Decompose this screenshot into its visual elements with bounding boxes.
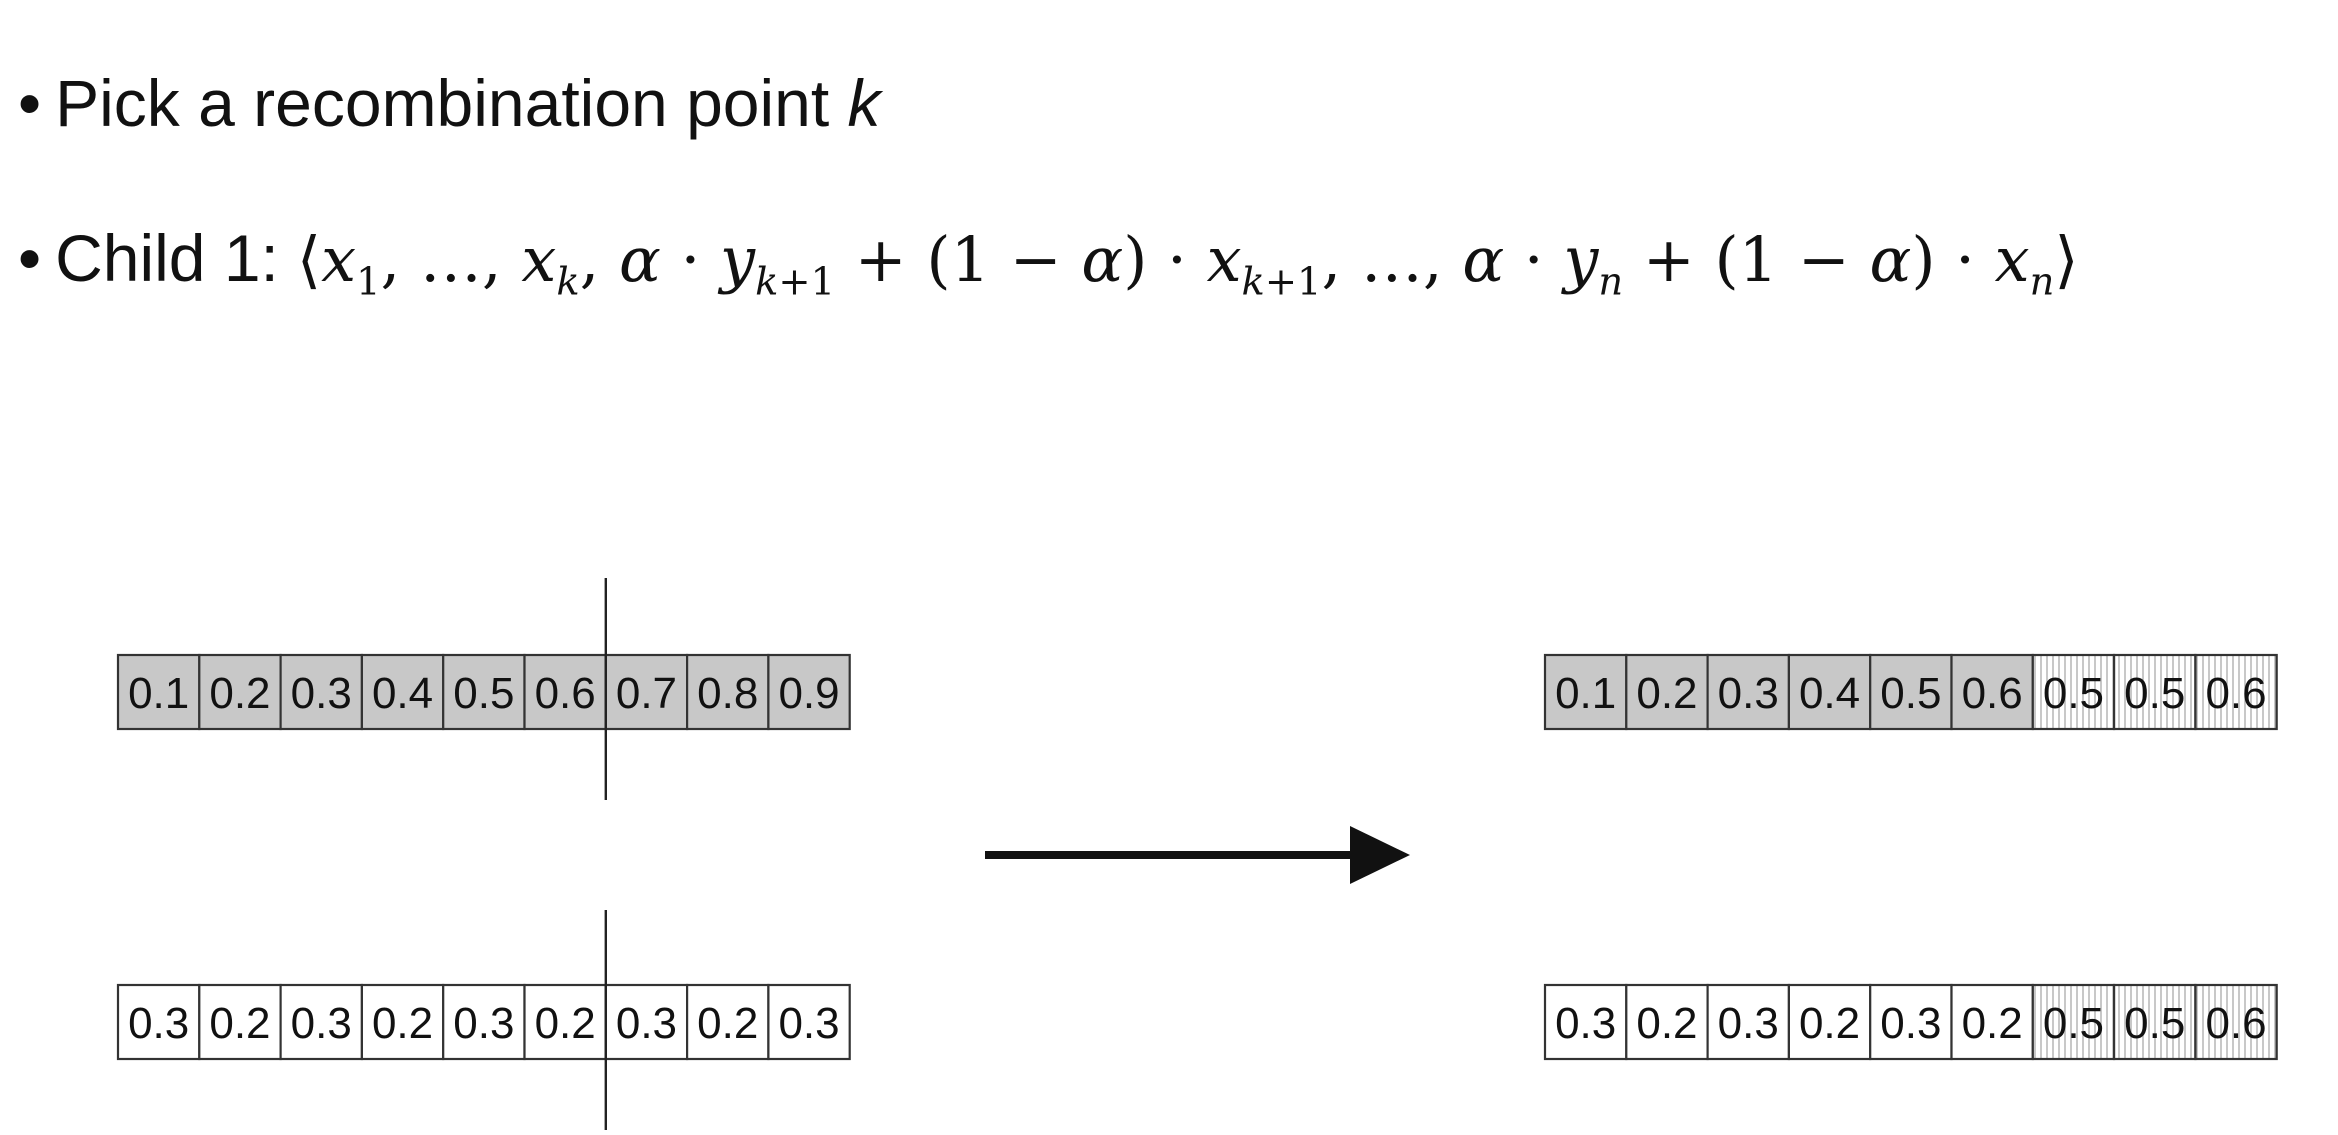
gene-cell <box>1869 983 1953 1061</box>
gene-cell <box>2194 983 2278 1061</box>
gene-cell <box>1543 983 1628 1061</box>
gene-value: 0.3 <box>128 999 189 1048</box>
bullet-marker: • <box>18 66 42 140</box>
gene-value: 0.2 <box>372 999 433 1048</box>
gene-value: 0.9 <box>778 669 839 718</box>
gene-cell <box>767 653 851 731</box>
child-label: Child 1: <box>55 221 279 295</box>
gene-cell <box>1950 983 2034 1061</box>
gene-value: 0.3 <box>453 999 514 1048</box>
gene-value: 0.6 <box>1962 669 2023 718</box>
arrow-head <box>1350 826 1410 884</box>
gene-cell <box>685 983 770 1061</box>
arrow-icon <box>985 826 1410 884</box>
gene-value: 0.3 <box>1718 669 1779 718</box>
parent-1-row: 0.1 0.2 0.3 0.4 0.5 0.6 0.7 0.8 0.9 <box>116 653 851 731</box>
gene-value: 0.7 <box>616 669 677 718</box>
gene-cell <box>2194 653 2278 731</box>
gene-value: 0.3 <box>616 999 677 1048</box>
gene-value: 0.2 <box>535 999 596 1048</box>
gene-cell <box>2031 983 2116 1061</box>
gene-value: 0.3 <box>778 999 839 1048</box>
gene-cell <box>279 653 364 731</box>
gene-value: 0.5 <box>2124 999 2185 1048</box>
gene-cell <box>604 653 689 731</box>
gene-cell <box>442 983 526 1061</box>
gene-cell <box>1625 983 1709 1061</box>
gene-cell <box>685 653 770 731</box>
gene-value: 0.4 <box>372 669 433 718</box>
bullet-pick-point: • Pick a recombination point k <box>18 70 881 136</box>
gene-value: 0.3 <box>1718 999 1779 1048</box>
gene-cell <box>767 983 851 1061</box>
gene-value: 0.3 <box>1555 999 1616 1048</box>
gene-value: 0.2 <box>1799 999 1860 1048</box>
gene-cell <box>198 653 282 731</box>
parent-2-row: 0.3 0.2 0.3 0.2 0.3 0.2 0.3 0.2 0.3 <box>116 983 851 1061</box>
gene-value: 0.4 <box>1799 669 1860 718</box>
gene-value: 0.3 <box>1880 999 1941 1048</box>
gene-cell <box>442 653 526 731</box>
bullet-child-formula: • Child 1: ⟨x1, …, xk, α · yk+1 + (1 − α) … <box>18 225 2079 301</box>
child-formula: ⟨x1, …, xk, α · yk+1 + (1 − α) · xk+1, …… <box>296 223 2079 305</box>
bullet-marker: • <box>18 221 42 295</box>
gene-value: 0.2 <box>697 999 758 1048</box>
gene-cell <box>523 653 607 731</box>
gene-value: 0.8 <box>697 669 758 718</box>
gene-value: 0.6 <box>2205 999 2266 1048</box>
gene-cell <box>1706 653 1790 731</box>
gene-value: 0.6 <box>535 669 596 718</box>
gene-value: 0.6 <box>2205 669 2266 718</box>
gene-value: 0.5 <box>2043 999 2104 1048</box>
gene-cell <box>1787 983 1872 1061</box>
gene-value: 0.5 <box>1880 669 1941 718</box>
gene-cell <box>1950 653 2034 731</box>
gene-value: 0.1 <box>128 669 189 718</box>
gene-value: 0.1 <box>1555 669 1616 718</box>
gene-cell <box>1625 653 1709 731</box>
child-1-row: 0.1 0.2 0.3 0.4 0.5 0.6 0.5 0.5 0.6 <box>1543 653 2278 731</box>
bullet-text: Pick a recombination point <box>55 66 848 140</box>
gene-cell <box>2113 653 2197 731</box>
gene-value: 0.5 <box>2124 669 2185 718</box>
gene-value: 0.2 <box>1636 669 1697 718</box>
gene-value: 0.2 <box>209 669 270 718</box>
child-2-row: 0.3 0.2 0.3 0.2 0.3 0.2 0.5 0.5 0.6 <box>1543 983 2278 1061</box>
gene-cell <box>523 983 607 1061</box>
gene-value: 0.5 <box>2043 669 2104 718</box>
gene-value: 0.2 <box>1962 999 2023 1048</box>
gene-cell <box>360 983 445 1061</box>
gene-value: 0.3 <box>291 999 352 1048</box>
gene-value: 0.3 <box>291 669 352 718</box>
gene-cell <box>2031 653 2116 731</box>
gene-value: 0.2 <box>1636 999 1697 1048</box>
gene-cell <box>198 983 282 1061</box>
gene-value: 0.2 <box>209 999 270 1048</box>
bullet-variable: k <box>847 66 881 140</box>
gene-value: 0.5 <box>453 669 514 718</box>
gene-cell <box>360 653 445 731</box>
